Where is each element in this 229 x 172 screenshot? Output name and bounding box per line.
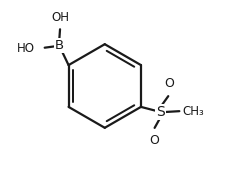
Text: B: B (54, 39, 63, 52)
Text: HO: HO (17, 42, 35, 55)
Text: O: O (148, 134, 158, 147)
Text: O: O (164, 77, 173, 90)
Text: CH₃: CH₃ (182, 105, 204, 118)
Text: OH: OH (51, 11, 69, 24)
Text: S: S (155, 105, 164, 119)
